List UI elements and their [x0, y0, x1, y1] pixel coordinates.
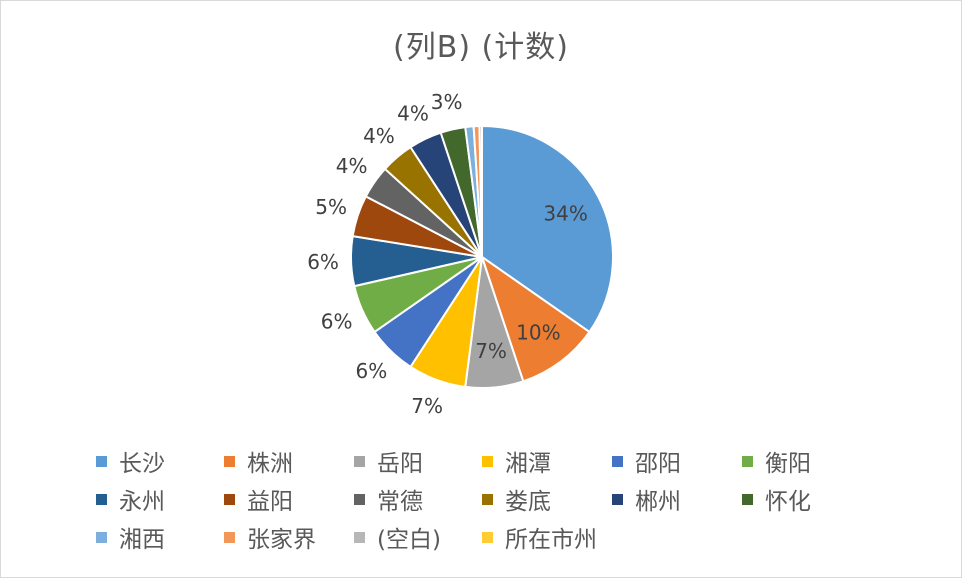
legend-item: 株洲: [224, 442, 293, 480]
legend-item: 所在市州: [482, 518, 597, 556]
data-label-9: 4%: [336, 154, 368, 178]
legend-item: 永州: [96, 480, 165, 518]
data-label-10: 4%: [363, 124, 395, 148]
legend-item: 湘潭: [482, 442, 551, 480]
legend-row: 湘西 张家界 (空白) 所在市州: [96, 518, 896, 556]
pie-slice-15: [478, 124, 483, 258]
legend-label: 益阳: [247, 489, 293, 515]
legend-swatch: [612, 493, 623, 505]
data-label-2: 10%: [516, 321, 560, 345]
legend-label: 衡阳: [765, 451, 811, 477]
legend-swatch: [354, 531, 365, 543]
legend-label: 郴州: [635, 489, 681, 515]
legend-swatch: [742, 493, 753, 505]
legend-swatch: [482, 531, 493, 543]
legend-swatch: [96, 455, 107, 467]
data-label-7: 6%: [307, 250, 339, 274]
legend-item: 长沙: [96, 442, 165, 480]
legend-label: 所在市州: [505, 527, 597, 553]
legend-row: 长沙 株洲 岳阳 湘潭 邵阳 衡阳: [96, 442, 896, 480]
data-label-5: 6%: [356, 359, 388, 383]
data-label-8: 5%: [315, 195, 347, 219]
legend-label: 湘西: [119, 527, 165, 553]
legend-item: 娄底: [482, 480, 551, 518]
legend-item: 张家界: [224, 518, 316, 556]
legend-label: 岳阳: [377, 451, 423, 477]
legend-label: 永州: [119, 489, 165, 515]
legend-swatch: [96, 531, 107, 543]
data-label-6: 6%: [321, 309, 353, 333]
legend-swatch: [354, 493, 365, 505]
legend-swatch: [482, 455, 493, 467]
legend-swatch: [224, 455, 235, 467]
legend-item: 常德: [354, 480, 423, 518]
data-label-11: 4%: [397, 102, 429, 126]
legend-swatch: [224, 493, 235, 505]
legend-row: 永州 益阳 常德 娄底 郴州 怀化: [96, 480, 896, 518]
legend-item: 怀化: [742, 480, 811, 518]
legend-item: 益阳: [224, 480, 293, 518]
legend-label: 邵阳: [635, 451, 681, 477]
legend-item: 郴州: [612, 480, 681, 518]
pie-slice-2: [480, 254, 591, 383]
legend-swatch: [224, 531, 235, 543]
legend-label: 株洲: [247, 451, 293, 477]
data-label-3: 7%: [475, 339, 507, 363]
legend-swatch: [482, 493, 493, 505]
legend-label: 长沙: [119, 451, 165, 477]
legend-swatch: [354, 455, 365, 467]
pie-chart: 34%10%7%7%6%6%6%5%4%4%4% 3%: [307, 90, 614, 418]
data-label-1: 34%: [543, 201, 587, 225]
data-label-4: 7%: [411, 394, 443, 418]
legend-label: 张家界: [247, 527, 316, 553]
legend-label: 常德: [377, 489, 423, 515]
legend-label: 湘潭: [505, 451, 551, 477]
chart-legend: 长沙 株洲 岳阳 湘潭 邵阳 衡阳永州 益阳 常德 娄底 郴州 怀化湘西 张家界 (空白) 所在市州: [96, 442, 896, 556]
legend-label: 娄底: [505, 489, 551, 515]
legend-item: 湘西: [96, 518, 165, 556]
chart-title: (列B) (计数): [393, 30, 569, 65]
legend-item: 岳阳: [354, 442, 423, 480]
pie-slice-1: [481, 124, 614, 334]
legend-label: (空白): [377, 527, 441, 553]
legend-item: 邵阳: [612, 442, 681, 480]
legend-item: 衡阳: [742, 442, 811, 480]
legend-swatch: [612, 455, 623, 467]
legend-swatch: [96, 493, 107, 505]
legend-label: 怀化: [765, 489, 811, 515]
legend-item: (空白): [354, 518, 441, 556]
data-label-12: 3%: [431, 90, 463, 114]
legend-swatch: [742, 455, 753, 467]
